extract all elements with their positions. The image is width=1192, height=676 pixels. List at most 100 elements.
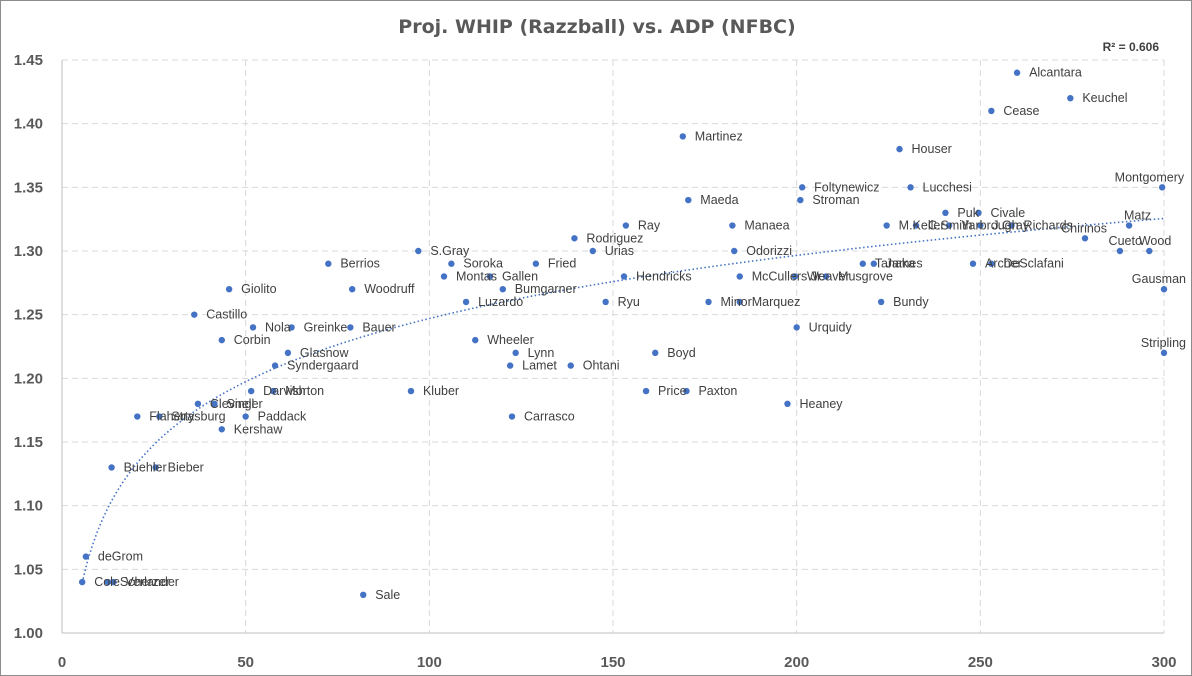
- trendline: [81, 217, 1165, 583]
- data-point: [512, 349, 519, 357]
- data-point: [797, 196, 804, 204]
- data-point: [415, 247, 422, 255]
- point-label: Montgomery: [1115, 170, 1185, 184]
- point-label: McCullers Jr.: [752, 269, 824, 283]
- y-tick-label: 1.10: [14, 498, 43, 515]
- point-label: Clevinger: [210, 397, 263, 411]
- point-label: Weaver: [807, 269, 850, 283]
- point-label: Fried: [548, 257, 577, 271]
- data-point: [977, 222, 984, 229]
- data-point: [642, 387, 650, 395]
- y-tick-label: 1.05: [14, 561, 43, 578]
- y-tick-label: 1.00: [14, 625, 43, 642]
- point-label: Maeda: [700, 193, 738, 207]
- point-label: Hendricks: [636, 269, 692, 283]
- data-point: [499, 286, 506, 293]
- point-label: Nola: [265, 320, 291, 334]
- x-tick-label: 150: [600, 654, 625, 671]
- data-point: [242, 413, 249, 420]
- point-label: M.Keller: [899, 219, 945, 233]
- point-label: DeSclafani: [1003, 257, 1063, 271]
- data-point: [589, 247, 596, 255]
- point-label: Ryu: [618, 295, 640, 309]
- data-point: [622, 222, 630, 229]
- point-label: C.Smith: [928, 219, 973, 233]
- point-label: Strasburg: [171, 410, 225, 424]
- x-tick-label: 250: [968, 654, 993, 671]
- data-point: [247, 387, 255, 395]
- grid: [62, 59, 1165, 633]
- point-label: Lucchesi: [923, 180, 972, 194]
- data-point: [462, 298, 470, 306]
- data-point: [508, 413, 516, 420]
- data-point: [798, 184, 806, 191]
- point-label: Bieber: [168, 460, 204, 474]
- point-label: Bundy: [893, 295, 929, 309]
- data-point: [683, 387, 690, 395]
- point-label: Stripling: [1141, 336, 1186, 350]
- y-tick-label: 1.40: [14, 116, 43, 133]
- data-point: [284, 349, 292, 357]
- data-point: [870, 260, 878, 267]
- data-point: [104, 578, 112, 586]
- data-point: [602, 298, 609, 306]
- data-point: [211, 400, 218, 407]
- data-point: [969, 260, 977, 267]
- point-label: Paxton: [698, 384, 737, 398]
- point-label: Flaherty: [149, 410, 195, 424]
- data-point: [486, 273, 494, 280]
- point-label: Stroman: [812, 193, 859, 207]
- point-label: Glasnow: [300, 346, 350, 360]
- data-point: [945, 222, 953, 229]
- data-point: [1160, 349, 1168, 357]
- y-tick-label: 1.20: [14, 370, 43, 387]
- x-tick-label: 300: [1151, 654, 1176, 671]
- data-point: [1081, 235, 1089, 242]
- data-point: [82, 553, 90, 560]
- data-point: [348, 286, 356, 293]
- point-label: Boyd: [667, 346, 696, 360]
- y-tick-label: 1.45: [14, 52, 43, 69]
- point-label: Syndergaard: [287, 359, 359, 373]
- data-point: [288, 324, 295, 331]
- data-point: [988, 107, 995, 115]
- data-point: [110, 578, 117, 586]
- point-label: Matz: [1124, 209, 1151, 223]
- point-label: Musgrove: [838, 269, 893, 283]
- data-point: [1146, 247, 1153, 255]
- data-point: [822, 273, 830, 280]
- point-label: Bumgarner: [515, 282, 577, 296]
- data-point: [1116, 247, 1124, 255]
- data-point: [907, 184, 914, 191]
- point-label: Lynn: [528, 346, 555, 360]
- point-label: Urquidy: [809, 320, 853, 334]
- point-label: Darvish: [263, 384, 305, 398]
- point-label: deGrom: [98, 550, 143, 564]
- data-point: [194, 400, 202, 407]
- data-point: [271, 362, 279, 369]
- x-tick-label: 200: [784, 654, 809, 671]
- point-label: Berrios: [340, 257, 380, 271]
- point-label: Cueto: [1109, 234, 1142, 248]
- data-point: [705, 298, 712, 306]
- point-label: Soroka: [463, 257, 503, 271]
- point-label: Price: [658, 384, 687, 398]
- data-point: [729, 222, 736, 229]
- point-label: Archer: [985, 257, 1022, 271]
- data-point: [571, 235, 578, 242]
- data-point: [988, 260, 995, 267]
- point-label: Snell: [226, 397, 254, 411]
- data-point: [912, 222, 920, 229]
- data-point: [652, 349, 659, 357]
- y-tick-label: 1.35: [14, 179, 43, 196]
- data-point: [877, 298, 885, 306]
- data-point: [896, 145, 903, 153]
- data-point: [1160, 286, 1168, 293]
- data-point: [1125, 222, 1133, 229]
- point-label: Greinke: [304, 320, 348, 334]
- data-point: [1067, 95, 1074, 102]
- data-point: [620, 273, 628, 280]
- data-point: [975, 209, 982, 216]
- point-label: Keuchel: [1082, 91, 1127, 105]
